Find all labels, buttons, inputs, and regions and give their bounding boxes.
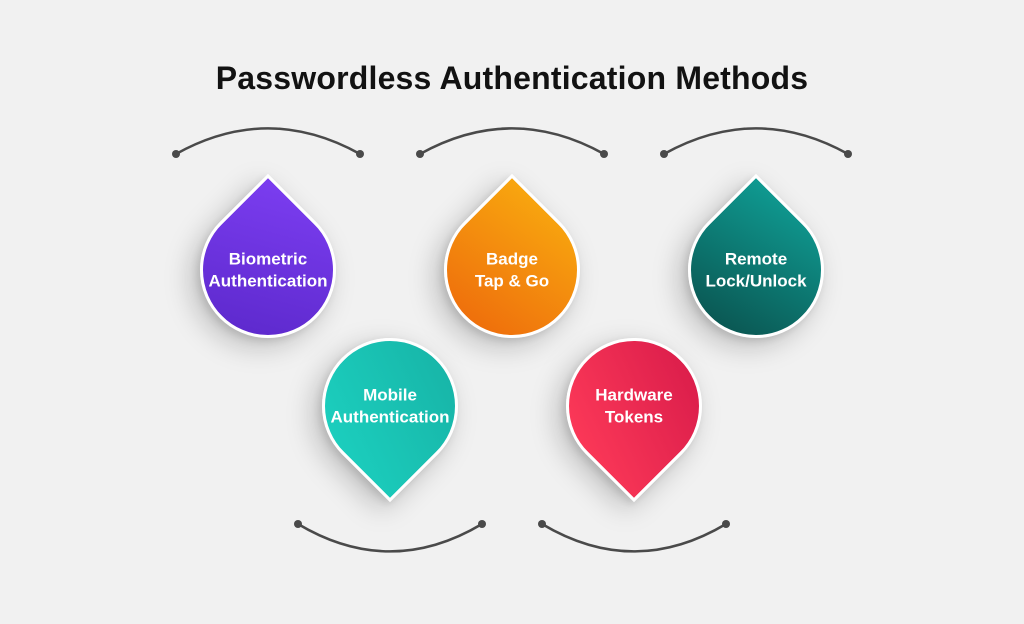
arc-decoration bbox=[170, 122, 366, 164]
arc-decoration bbox=[292, 518, 488, 560]
page-title: Passwordless Authentication Methods bbox=[0, 60, 1024, 97]
arc-decoration bbox=[658, 122, 854, 164]
leaf-shape bbox=[416, 174, 608, 366]
leaf-shape bbox=[660, 174, 852, 366]
leaf-shape bbox=[538, 310, 730, 502]
infographic-canvas: Passwordless Authentication Methods Biom… bbox=[0, 0, 1024, 624]
leaf-shape bbox=[294, 310, 486, 502]
arc-decoration bbox=[536, 518, 732, 560]
leaf-shape bbox=[172, 174, 364, 366]
arc-decoration bbox=[414, 122, 610, 164]
